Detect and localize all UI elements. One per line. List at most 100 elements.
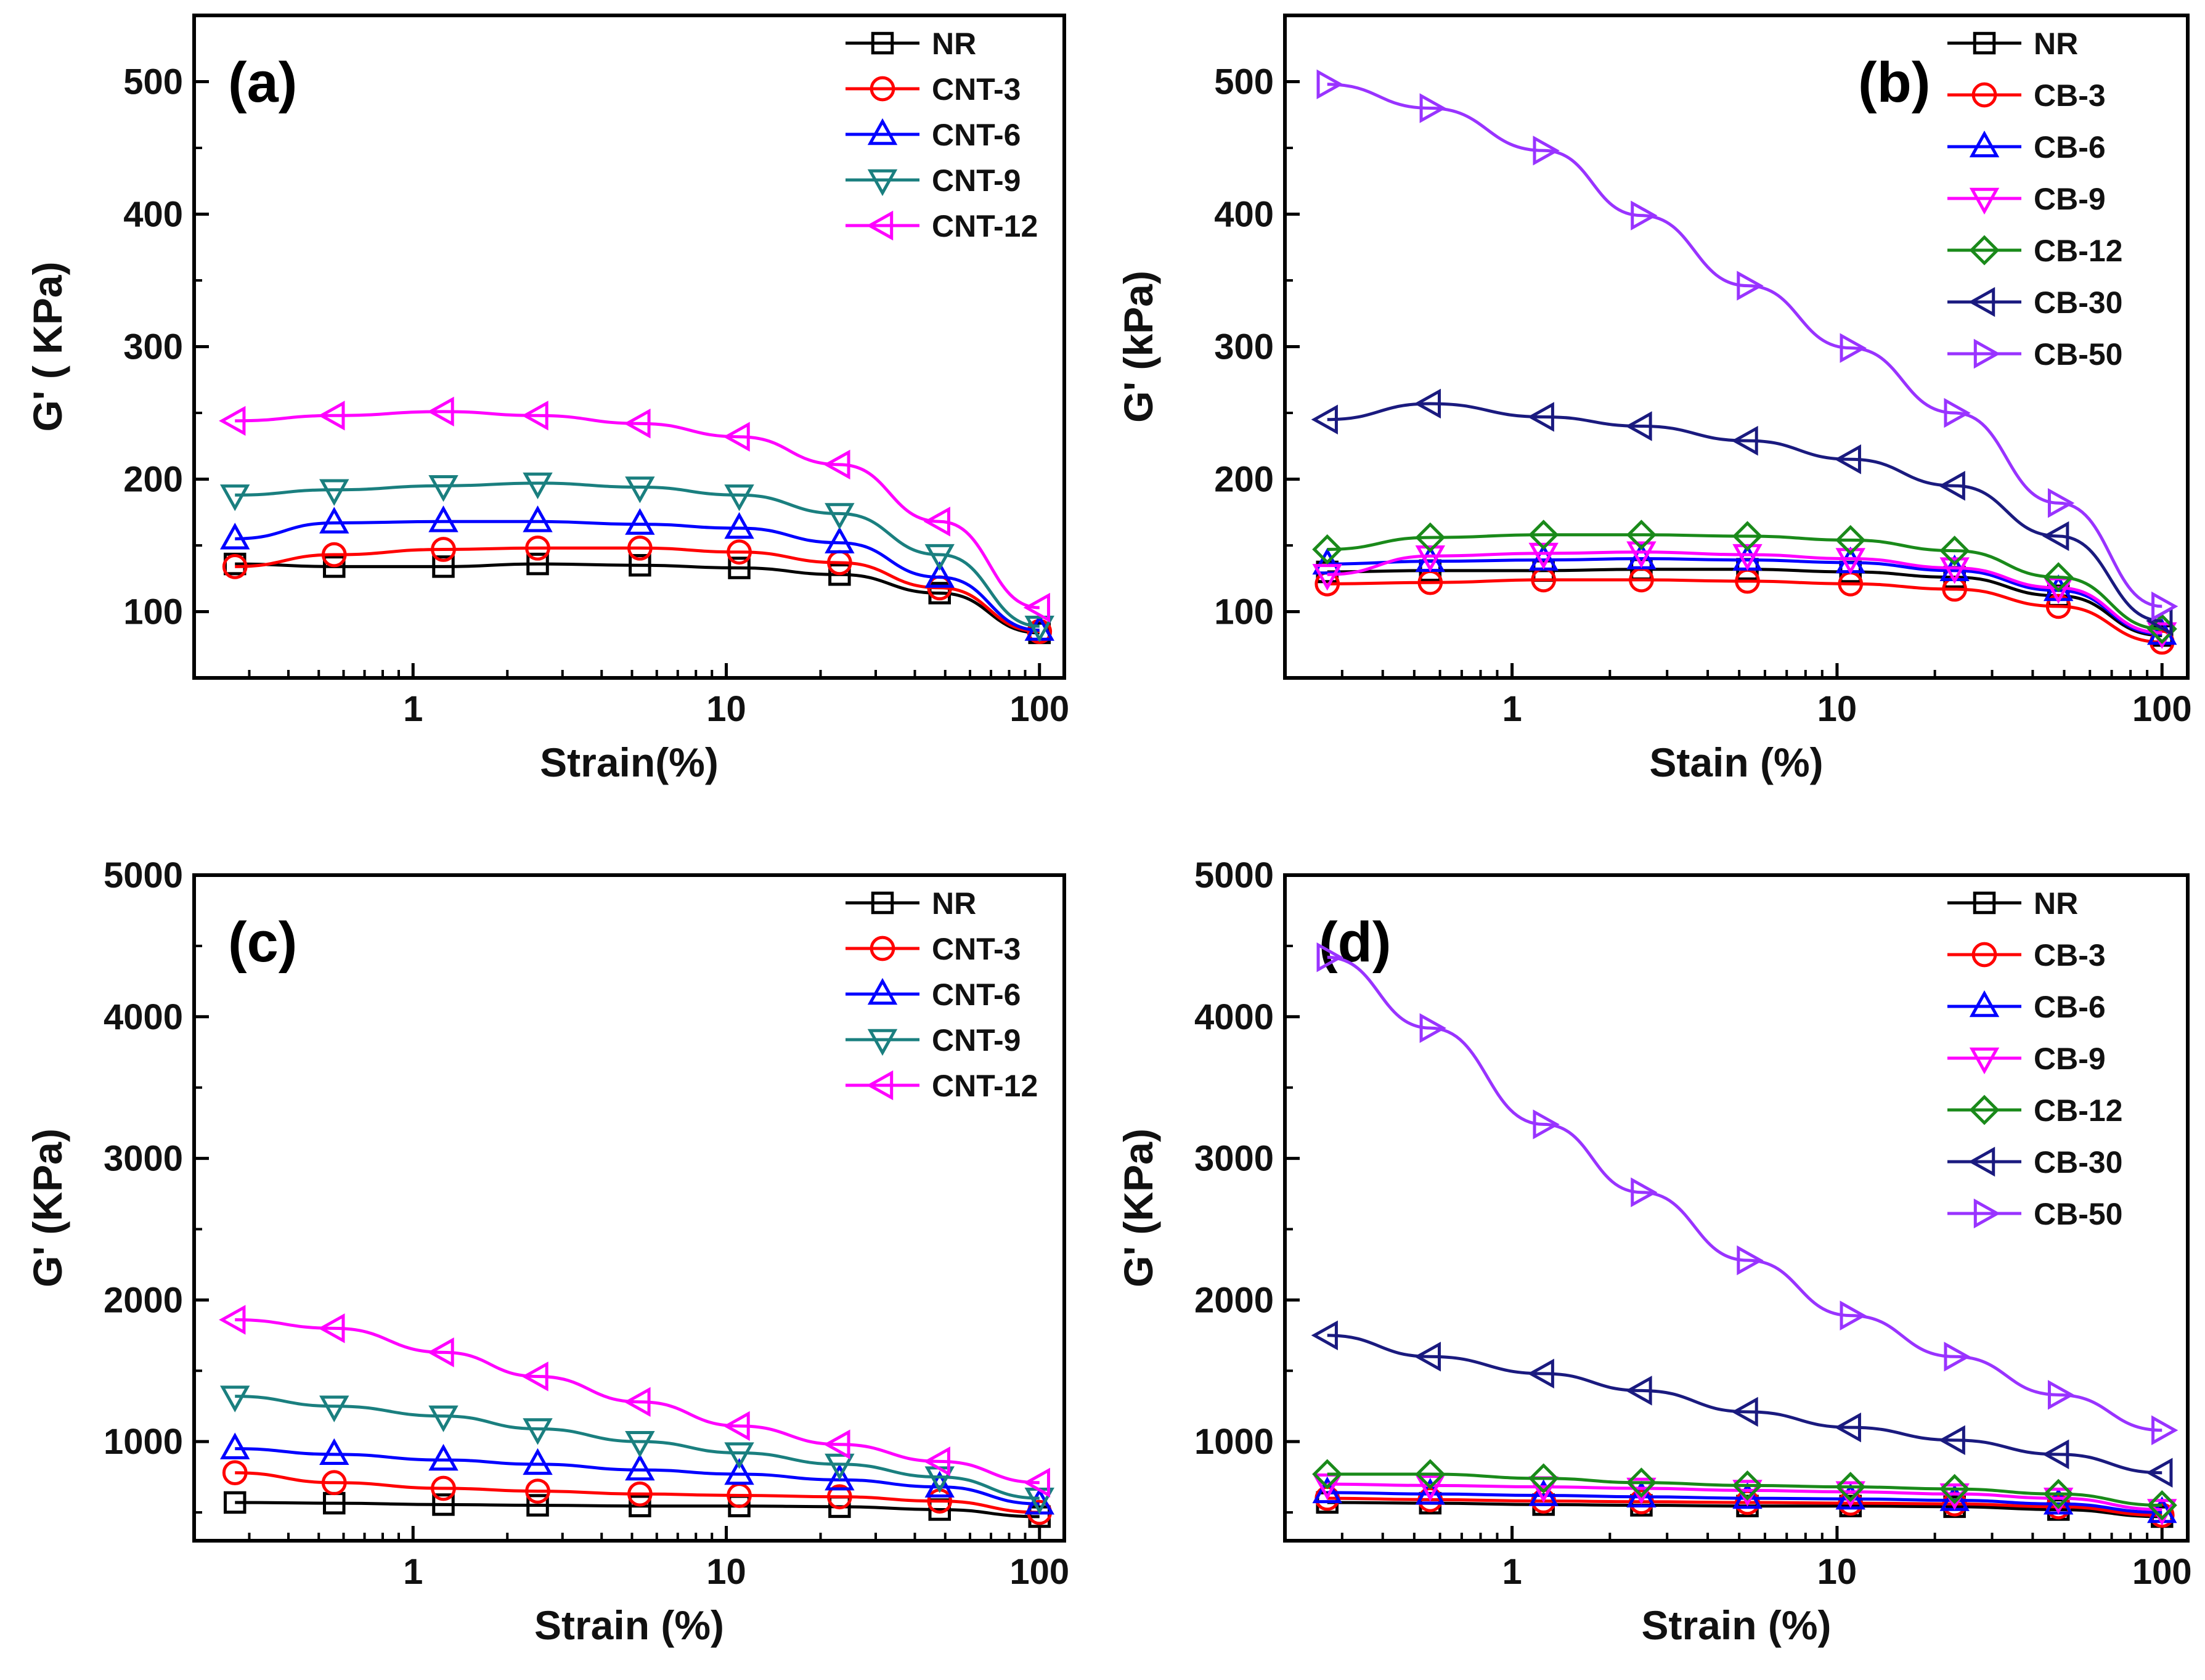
data-point (1311, 1320, 1338, 1351)
x-tick-label: 100 (1009, 1552, 1069, 1592)
x-tick-label: 10 (706, 689, 746, 729)
series-cb-50 (1316, 69, 2179, 622)
data-point (427, 1337, 454, 1368)
data-point (428, 505, 459, 532)
series-line (1327, 955, 2162, 1432)
y-tick-label: 400 (123, 195, 183, 235)
legend-marker (866, 1070, 894, 1101)
legend-marker (1973, 338, 2001, 369)
data-point (432, 555, 455, 578)
data-point (724, 484, 754, 512)
y-tick-label: 5000 (1194, 855, 1274, 895)
legend-label: CB-50 (2034, 337, 2122, 372)
data-point (823, 449, 850, 480)
y-tick-label: 1000 (104, 1422, 183, 1462)
legend-label: CNT-9 (932, 163, 1021, 198)
data-point (525, 535, 550, 561)
legend-marker (1971, 82, 1997, 108)
data-point (219, 1305, 246, 1335)
data-point (222, 1460, 248, 1486)
legend-label: CB-6 (2034, 990, 2106, 1024)
data-point (1626, 1480, 1657, 1507)
data-point (724, 1442, 754, 1469)
data-point (1840, 1300, 1867, 1331)
data-point (728, 557, 751, 579)
plot-frame (192, 873, 1066, 1543)
data-point (525, 1478, 550, 1504)
data-point (827, 1484, 852, 1510)
series-cb-50 (1316, 942, 2179, 1445)
legend-marker (867, 169, 898, 197)
y-tick-label: 500 (123, 62, 183, 102)
data-point (1732, 1482, 1763, 1509)
legend-label: CNT-12 (932, 209, 1038, 243)
legend-label: NR (2034, 886, 2078, 921)
series-line (1327, 1334, 2162, 1475)
data-point (1415, 1459, 1446, 1490)
x-tick-label: 1 (1502, 689, 1522, 729)
data-point (1939, 1474, 1970, 1504)
data-point (1533, 1109, 1560, 1140)
data-point (724, 512, 754, 539)
panel-b: 1 10 100 100 200 300 400 500 Stain (%) G' (kPa) (b… (1115, 14, 2192, 785)
series-cb-3 (1314, 567, 2175, 655)
x-tick-label: 10 (1817, 1552, 1857, 1592)
data-point (627, 1481, 653, 1507)
x-tick-label: 1 (403, 1552, 423, 1592)
data-point (1840, 333, 1867, 363)
legend-marker (1973, 1198, 2001, 1229)
legend-marker (867, 977, 898, 1005)
legend-label: CNT-3 (932, 72, 1021, 107)
legend-marker (866, 210, 894, 241)
data-point (2146, 1490, 2177, 1521)
y-tick-label: 2000 (104, 1280, 183, 1320)
legend-label: CNT-6 (932, 977, 1021, 1012)
y-axis-label: G' (KPa) (1115, 1128, 1161, 1287)
x-tick-label: 100 (2132, 689, 2192, 729)
legend-marker (1969, 235, 2000, 266)
y-axis-label: G' ( KPa) (25, 261, 70, 431)
data-point (1938, 1425, 1965, 1456)
legend-marker (1971, 942, 1997, 968)
legend-label: CB-30 (2034, 1145, 2122, 1180)
data-point (1834, 444, 1861, 475)
legend-label: NR (932, 27, 976, 61)
data-point (222, 554, 248, 579)
data-point (825, 1464, 855, 1491)
panel-a: 1 10 100 100 200 300 400 500 Strain(%) G' ( KPa) (… (25, 14, 1069, 785)
data-point (1737, 271, 1764, 301)
data-point (523, 1448, 553, 1475)
series-line (235, 481, 1040, 628)
data-point (625, 1430, 655, 1458)
data-point (2146, 1458, 2173, 1488)
data-point (1939, 536, 1970, 566)
data-point (723, 1411, 750, 1441)
data-point (823, 1429, 850, 1459)
data-point (723, 422, 750, 452)
data-point (629, 1494, 651, 1517)
x-tick-label: 10 (706, 1552, 746, 1592)
legend-label: NR (2034, 27, 2078, 61)
y-tick-label: 200 (1214, 460, 1274, 500)
y-tick-label: 3000 (104, 1139, 183, 1179)
series-cb-12 (1312, 1459, 2177, 1521)
data-point (1625, 1376, 1652, 1406)
data-point (319, 507, 349, 534)
legend-marker (1969, 1095, 2000, 1125)
legend-label: CB-9 (2034, 1042, 2106, 1076)
legend-marker (1973, 891, 1996, 915)
series-line (1327, 550, 2162, 635)
panel-label: (a) (228, 51, 297, 114)
legend-label: CNT-3 (932, 932, 1021, 966)
y-tick-label: 100 (123, 592, 183, 632)
legend-marker (1968, 287, 1995, 317)
y-axis-label: G' (kPa) (1115, 271, 1161, 423)
y-tick-label: 500 (1214, 62, 1274, 102)
data-point (427, 396, 454, 427)
data-point (523, 472, 553, 500)
x-axis-label: Strain (%) (534, 1602, 724, 1648)
y-tick-label: 300 (1214, 327, 1274, 367)
data-point (428, 475, 459, 502)
data-point (828, 563, 851, 586)
